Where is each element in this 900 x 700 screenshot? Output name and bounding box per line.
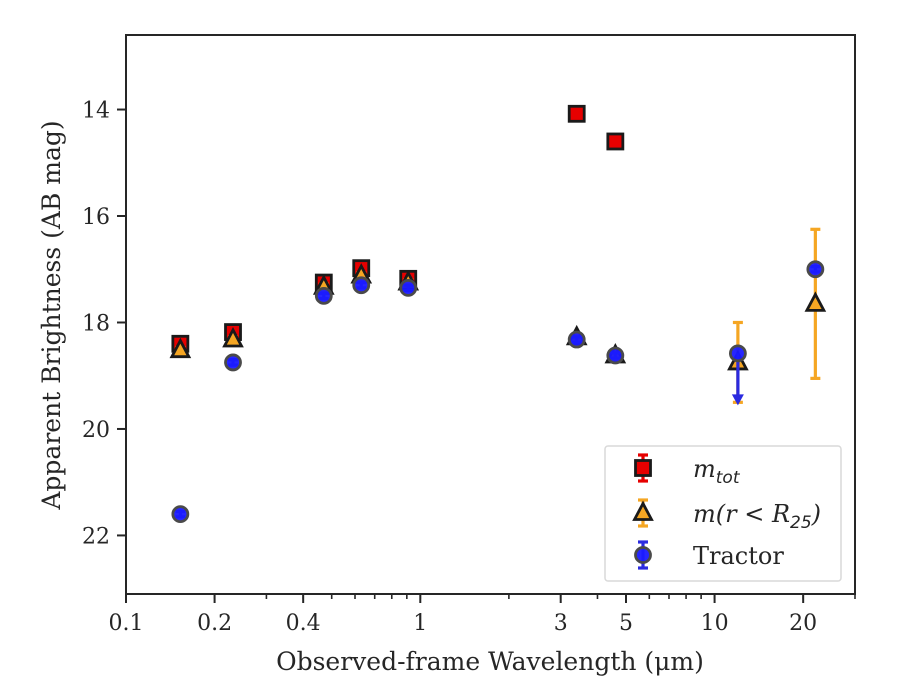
x-tick-label: 10 [701,611,729,636]
legend: mtot m(r < R25) Tractor [604,445,842,582]
y-tick-label: 14 [82,99,110,124]
legend-marker [634,459,652,477]
data-point [806,260,825,279]
legend-entry-2: Tractor [634,540,784,570]
legend-marker [634,546,652,564]
y-tick-label: 20 [82,418,110,443]
data-point [606,346,625,365]
legend-label: mtot [693,455,741,488]
legend-label: m(r < R25) [693,500,821,533]
x-tick-label: 5 [619,611,633,636]
legend-box [604,445,842,582]
y-tick-label: 18 [82,311,110,336]
data-point [804,291,827,312]
data-point [606,132,625,151]
y-axis-title: Apparent Brightness (AB mag) [37,120,66,510]
plot-area [169,104,827,524]
x-tick-label: 0.4 [286,611,321,636]
data-point [314,286,333,305]
data-point [399,278,418,297]
x-tick-label: 0.1 [109,611,144,636]
y-tick-label: 22 [82,524,110,549]
legend-label: Tractor [693,542,784,570]
x-tick-label: 3 [554,611,568,636]
legend-marker [632,500,654,521]
data-point [567,104,586,123]
legend-entry-0: mtot [634,453,741,488]
data-point [224,353,242,372]
series-2 [171,260,825,524]
y-tick-label: 16 [82,205,110,230]
x-tick-label: 20 [789,611,817,636]
data-point [222,327,244,348]
data-point [352,276,371,295]
legend-entry-1: m(r < R25) [632,498,821,533]
series-1 [169,227,827,404]
data-point [567,330,586,349]
x-tick-label: 1 [413,611,427,636]
data-point [728,344,747,363]
x-tick-label: 0.2 [197,611,232,636]
plot-frame [125,34,856,595]
x-axis-title: Observed-frame Wavelength (μm) [276,647,704,676]
series-0 [171,104,625,353]
data-point [169,337,192,359]
axes: 0.1 0.2 0.4 1 3 5 10 20 14 16 18 20 22 [82,34,856,636]
data-point [171,505,190,524]
